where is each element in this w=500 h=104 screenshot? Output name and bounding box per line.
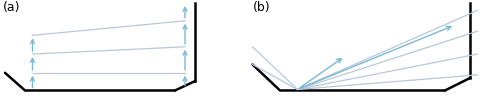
Text: (a): (a) xyxy=(2,1,20,14)
Text: (b): (b) xyxy=(252,1,270,14)
